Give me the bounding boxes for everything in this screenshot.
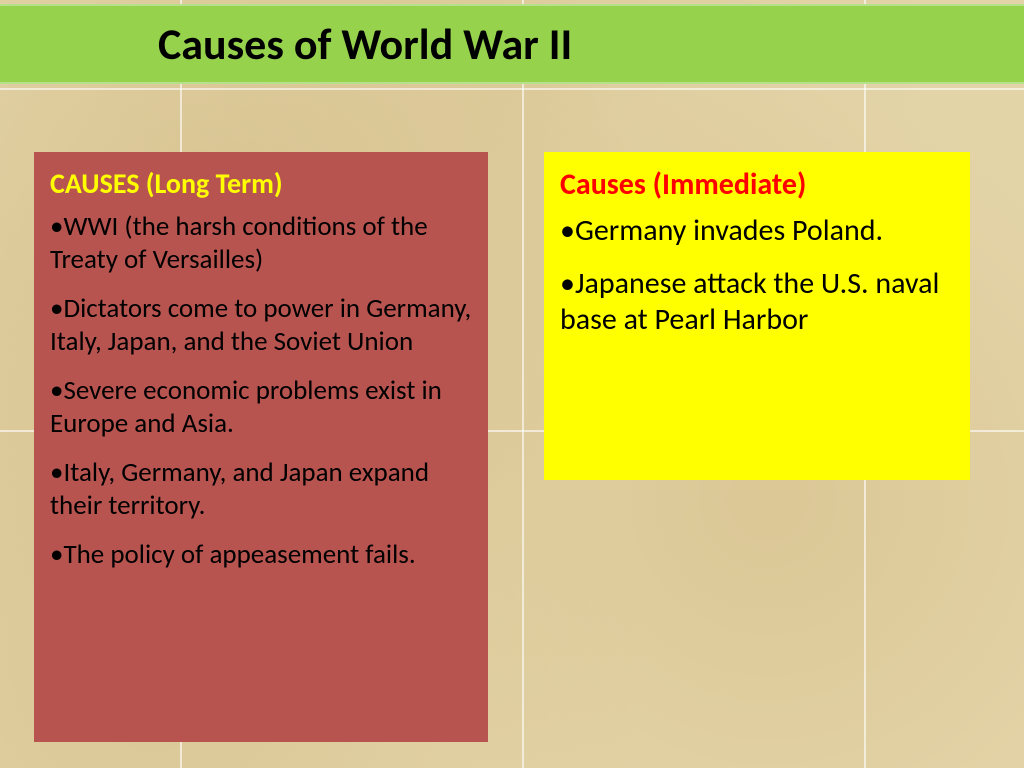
immediate-list: Germany invades Poland. Japanese attack … [560, 213, 954, 339]
list-item: Dictators come to power in Germany, Ital… [50, 293, 472, 359]
immediate-heading: Causes (Immediate) [560, 166, 954, 203]
list-item: Severe economic problems exist in Europe… [50, 375, 472, 441]
title-bar: Causes of World War II [0, 4, 1024, 84]
list-item: WWI (the harsh conditions of the Treaty … [50, 211, 472, 277]
list-item: Italy, Germany, and Japan expand their t… [50, 457, 472, 523]
long-term-heading: CAUSES (Long Term) [50, 166, 472, 201]
slide-title: Causes of World War II [158, 17, 572, 71]
list-item: Japanese attack the U.S. naval base at P… [560, 266, 954, 339]
long-term-list: WWI (the harsh conditions of the Treaty … [50, 211, 472, 571]
list-item: Germany invades Poland. [560, 213, 954, 250]
list-item: The policy of appeasement fails. [50, 539, 472, 572]
immediate-causes-box: Causes (Immediate) Germany invades Polan… [544, 152, 970, 480]
long-term-causes-box: CAUSES (Long Term) WWI (the harsh condit… [34, 152, 488, 742]
